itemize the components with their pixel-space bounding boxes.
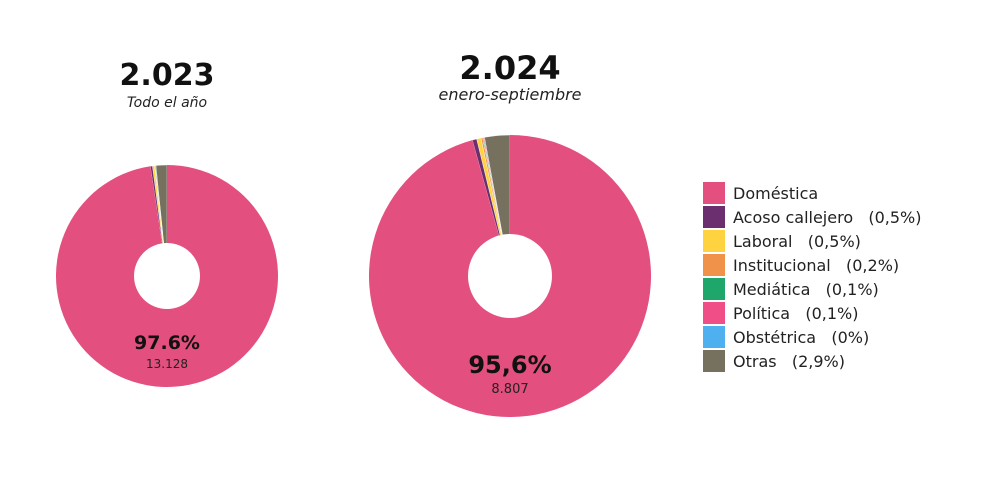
donut-2024: 95,6% 8.807 <box>369 134 651 417</box>
legend-item-politica: Política (0,1%) <box>703 301 922 325</box>
legend-label: Obstétrica (0%) <box>733 327 870 347</box>
main-percent-label: 95,6% <box>468 351 551 379</box>
donut-hole <box>468 234 552 318</box>
legend-label: Política (0,1%) <box>733 303 859 323</box>
legend-swatch <box>703 350 725 372</box>
donut-hole <box>134 243 200 309</box>
main-percent-label: 97.6% <box>134 332 200 354</box>
legend-item-mediatica: Mediática (0,1%) <box>703 277 922 301</box>
legend-swatch <box>703 278 725 300</box>
legend-item-laboral: Laboral (0,5%) <box>703 229 922 253</box>
chart-subtitle-2023: Todo el año <box>126 95 208 111</box>
main-count-label: 8.807 <box>491 382 528 397</box>
legend-label: Doméstica <box>733 183 819 203</box>
legend-swatch <box>703 326 725 348</box>
legend-label: Acoso callejero (0,5%) <box>733 207 922 227</box>
legend-swatch <box>703 206 725 228</box>
main-count-label: 13.128 <box>146 357 188 371</box>
legend-label: Institucional (0,2%) <box>733 255 900 275</box>
legend-item-obstetrica: Obstétrica (0%) <box>703 325 922 349</box>
legend-item-acoso: Acoso callejero (0,5%) <box>703 205 922 229</box>
legend-swatch <box>703 230 725 252</box>
legend-label: Laboral (0,5%) <box>733 231 861 251</box>
legend-swatch <box>703 302 725 324</box>
legend-swatch <box>703 254 725 276</box>
legend: Doméstica Acoso callejero (0,5%) Laboral (… <box>703 181 922 373</box>
donut-2023: 97.6% 13.128 <box>56 164 279 388</box>
chart-title-2024: 2.024 <box>459 49 561 87</box>
legend-item-institucional: Institucional (0,2%) <box>703 253 922 277</box>
legend-label: Otras (2,9%) <box>733 351 845 371</box>
legend-item-domestica: Doméstica <box>703 181 922 205</box>
legend-label: Mediática (0,1%) <box>733 279 879 299</box>
legend-item-otras: Otras (2,9%) <box>703 349 922 373</box>
chart-subtitle-2024: enero-septiembre <box>438 85 582 104</box>
legend-swatch <box>703 182 725 204</box>
chart-title-2023: 2.023 <box>119 58 215 93</box>
